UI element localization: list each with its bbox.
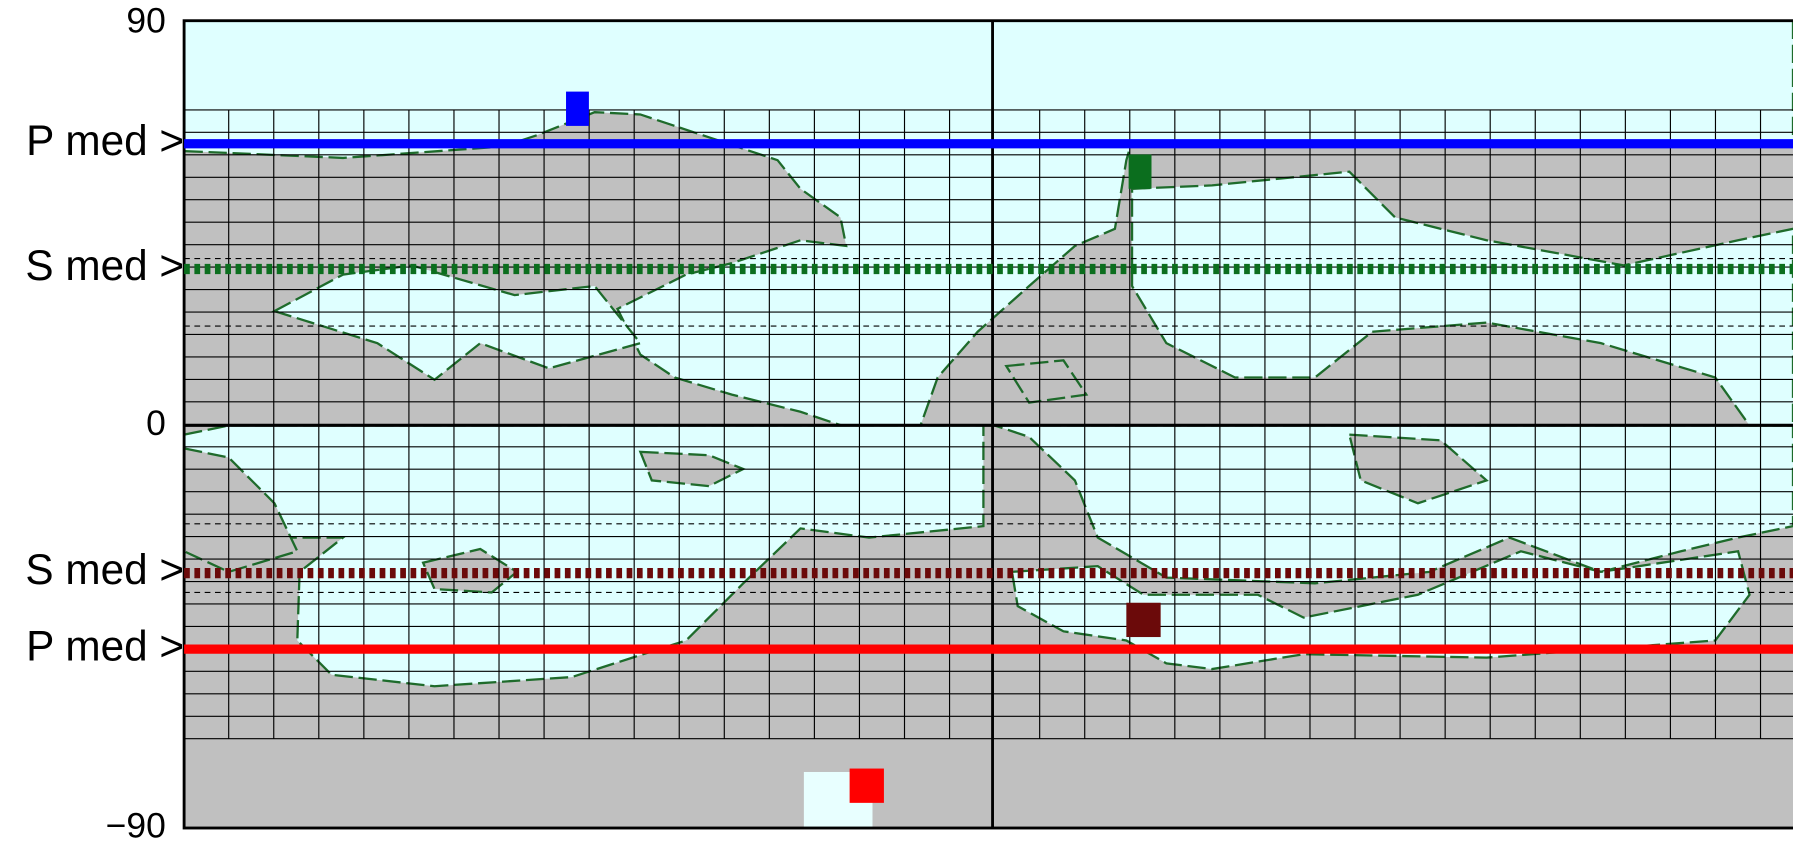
y-tick-label: −90 — [106, 805, 166, 845]
ocean — [271, 264, 643, 382]
line-label: S med > — [25, 242, 184, 289]
line-label: P med > — [26, 622, 184, 669]
overlay — [184, 139, 1793, 654]
source-marker — [849, 768, 884, 803]
source-marker — [1128, 154, 1152, 189]
ocean — [994, 424, 1793, 585]
grid — [184, 109, 1793, 740]
y-tick-label: 0 — [146, 403, 166, 443]
source-marker — [1126, 602, 1161, 638]
line-label: P med > — [26, 117, 184, 164]
ocean — [1010, 550, 1751, 671]
land — [182, 446, 299, 574]
south-land — [184, 738, 1793, 829]
map-area — [182, 19, 1793, 830]
ocean — [182, 424, 985, 688]
land — [1004, 359, 1089, 404]
y-tick-label: 90 — [126, 0, 165, 40]
line-label: S med > — [25, 546, 184, 593]
frame — [182, 19, 1793, 830]
source-marker — [566, 91, 589, 126]
